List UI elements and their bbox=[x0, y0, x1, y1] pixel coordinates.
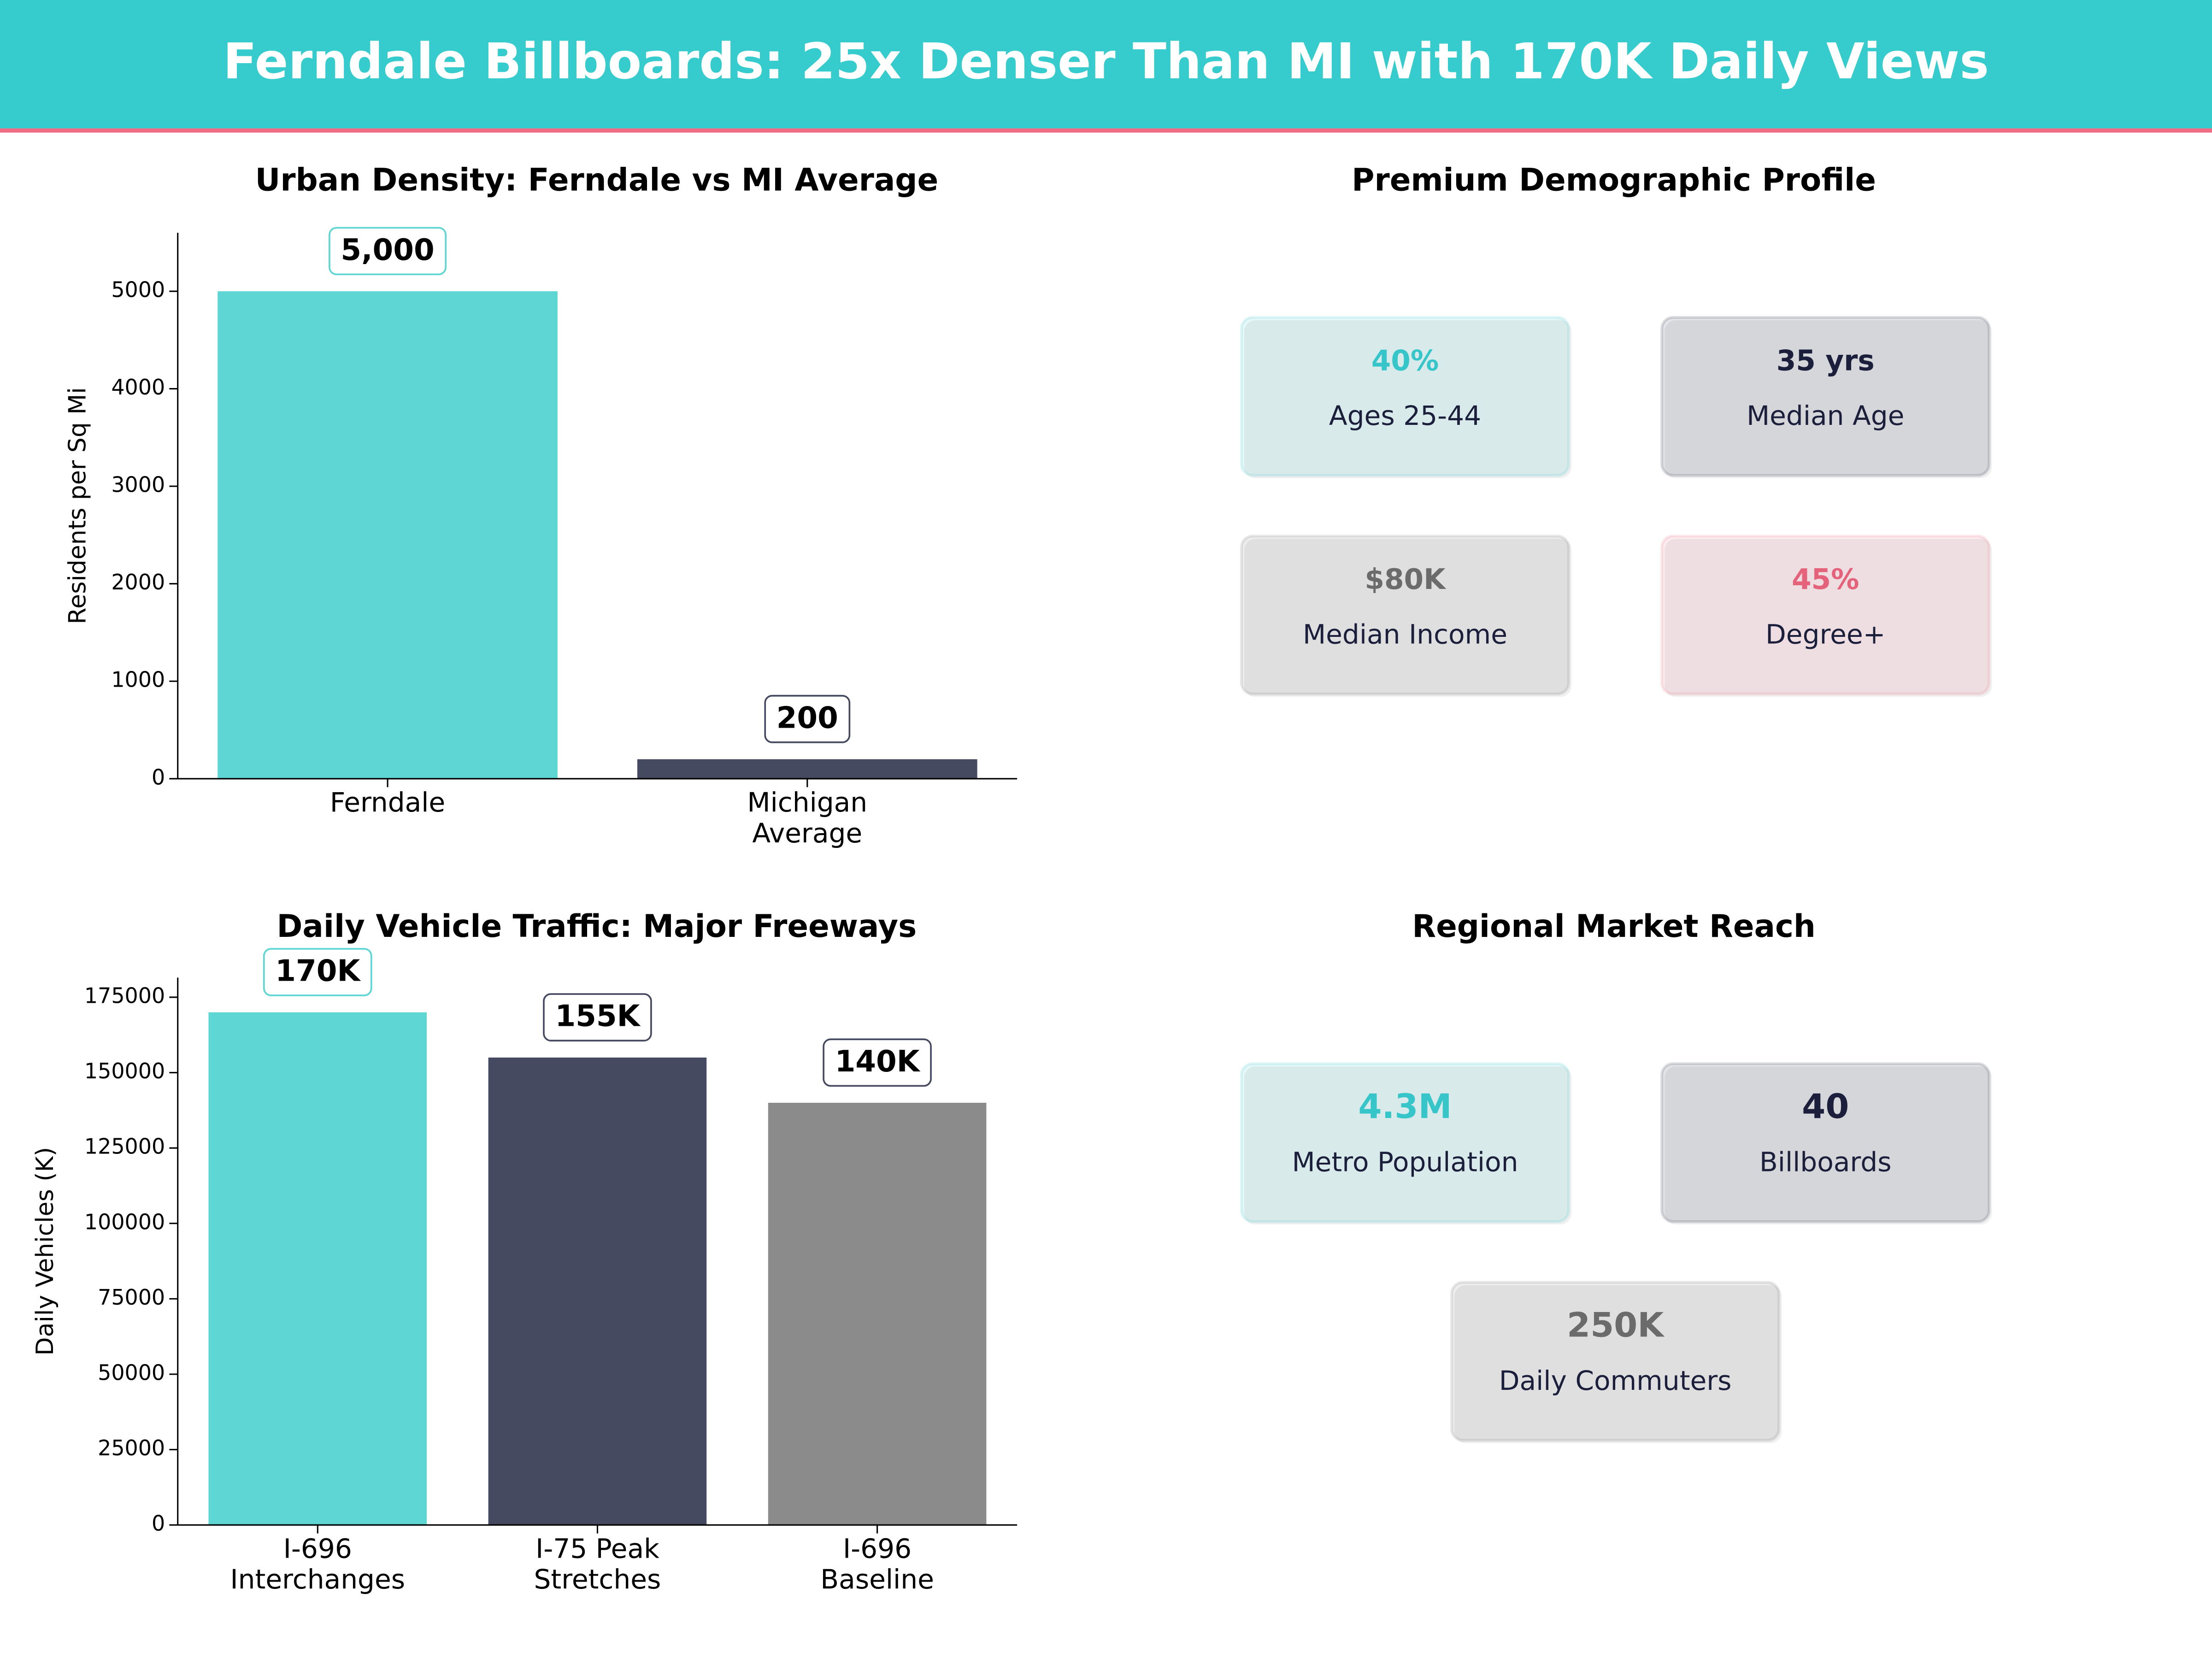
bar bbox=[768, 1103, 987, 1525]
header-bar bbox=[0, 0, 2212, 129]
stat-card bbox=[1240, 316, 1571, 477]
y-tick-label: 50000 bbox=[98, 1360, 165, 1385]
y-tick-label: 2000 bbox=[111, 570, 165, 594]
y-tick-label: 125000 bbox=[84, 1134, 165, 1159]
y-tick-label: 25000 bbox=[98, 1435, 165, 1460]
stat-card-shadow bbox=[1244, 1066, 1572, 1225]
stat-value: 4.3M bbox=[1358, 1087, 1452, 1126]
stat-value: $80K bbox=[1365, 563, 1447, 596]
stat-card-shadow bbox=[1244, 320, 1572, 478]
bar bbox=[637, 759, 977, 779]
stat-card bbox=[1660, 535, 1991, 696]
bar bbox=[488, 1057, 707, 1525]
y-axis-label: Residents per Sq Mi bbox=[64, 387, 91, 624]
stat-value: 45% bbox=[1792, 563, 1859, 596]
stat-value: 40 bbox=[1802, 1087, 1849, 1126]
value-label-box bbox=[543, 993, 652, 1041]
stat-card bbox=[1450, 1281, 1781, 1442]
stat-card bbox=[1660, 316, 1991, 477]
value-label-box bbox=[329, 227, 447, 276]
stat-card-shadow bbox=[1665, 539, 1992, 697]
stat-card-bg bbox=[1243, 319, 1567, 474]
x-tick-label: Michigan Average bbox=[747, 787, 867, 849]
y-tick-label: 100000 bbox=[84, 1209, 165, 1234]
value-label-box bbox=[823, 1038, 932, 1087]
y-tick-label: 3000 bbox=[111, 472, 165, 497]
stat-card-bg bbox=[1243, 537, 1567, 693]
value-label: 155K bbox=[555, 999, 641, 1034]
y-tick-label: 5000 bbox=[111, 277, 165, 302]
stat-label: Daily Commuters bbox=[1499, 1365, 1732, 1396]
x-tick-label: Ferndale bbox=[330, 787, 445, 818]
stat-card-bg bbox=[1663, 319, 1988, 474]
stat-label: Metro Population bbox=[1292, 1147, 1518, 1178]
stat-card bbox=[1660, 1062, 1991, 1224]
x-tick-label: I-696 Interchanges bbox=[230, 1533, 406, 1595]
stat-card-shadow bbox=[1244, 539, 1572, 697]
y-tick-label: 150000 bbox=[84, 1059, 165, 1083]
value-label: 170K bbox=[275, 954, 361, 988]
page-title: Ferndale Billboards: 25x Denser Than MI … bbox=[223, 33, 1989, 90]
stat-value: 35 yrs bbox=[1777, 344, 1875, 377]
y-tick-label: 0 bbox=[152, 765, 165, 789]
stat-label: Ages 25-44 bbox=[1329, 400, 1481, 431]
value-label-box bbox=[263, 948, 372, 996]
value-label: 140K bbox=[835, 1044, 921, 1079]
header-rule bbox=[0, 128, 2212, 133]
stat-card-shadow bbox=[1665, 320, 1992, 478]
y-tick-label: 175000 bbox=[84, 983, 165, 1008]
y-tick-label: 1000 bbox=[111, 667, 165, 692]
stat-value: 250K bbox=[1567, 1306, 1665, 1345]
panel-title: Regional Market Reach bbox=[1412, 908, 1816, 944]
bar bbox=[208, 1012, 427, 1525]
value-label-box bbox=[764, 694, 851, 743]
chart-title: Urban Density: Ferndale vs MI Average bbox=[255, 161, 938, 198]
stat-label: Median Income bbox=[1303, 619, 1507, 650]
panel-title: Premium Demographic Profile bbox=[1352, 161, 1876, 198]
stat-value: 40% bbox=[1371, 344, 1439, 377]
stat-label: Billboards bbox=[1759, 1147, 1892, 1178]
stat-label: Median Age bbox=[1747, 400, 1905, 431]
y-axis-label: Daily Vehicles (K) bbox=[31, 1147, 59, 1356]
stat-card-bg bbox=[1663, 537, 1988, 693]
stat-card bbox=[1240, 535, 1571, 696]
stat-card-shadow bbox=[1454, 1285, 1782, 1443]
value-label: 5,000 bbox=[341, 233, 434, 267]
y-tick-label: 4000 bbox=[111, 375, 165, 400]
chart-title: Daily Vehicle Traffic: Major Freeways bbox=[277, 908, 917, 944]
x-tick-label: I-75 Peak Stretches bbox=[534, 1533, 661, 1595]
stat-card bbox=[1240, 1062, 1571, 1224]
stat-card-shadow bbox=[1665, 1066, 1992, 1225]
y-tick-label: 75000 bbox=[98, 1285, 165, 1310]
value-label: 200 bbox=[777, 700, 838, 735]
bar bbox=[218, 291, 558, 779]
x-tick-label: I-696 Baseline bbox=[820, 1533, 934, 1595]
y-tick-label: 0 bbox=[152, 1511, 165, 1536]
stat-label: Degree+ bbox=[1765, 619, 1885, 650]
